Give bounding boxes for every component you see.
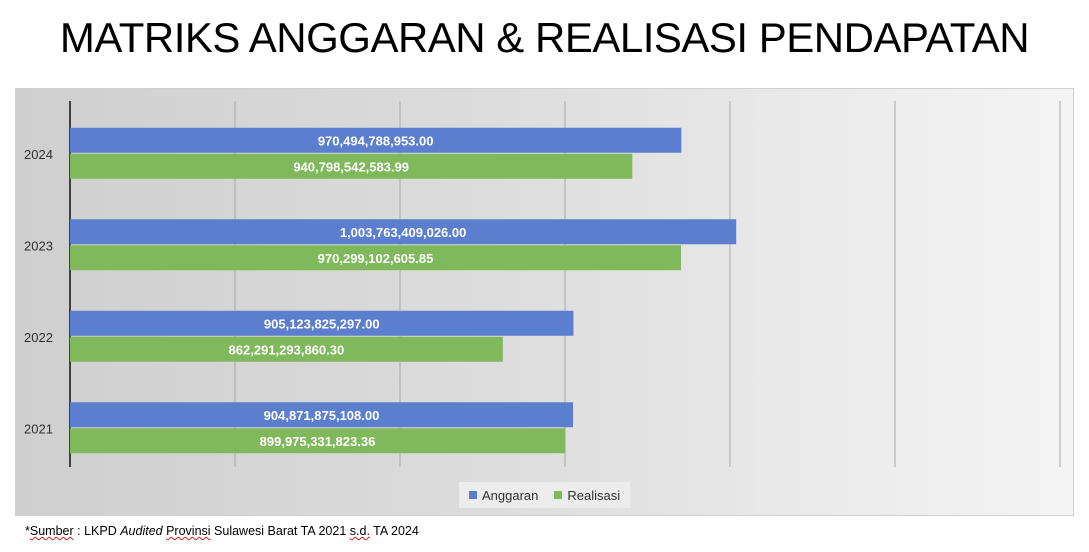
chart-title: MATRIKS ANGGARAN & REALISASI PENDAPATAN xyxy=(59,14,1030,61)
source-italic-audited: Audited xyxy=(120,524,163,538)
legend-item-anggaran: Anggaran xyxy=(469,488,538,503)
data-label-realisasi-2022: 862,291,293,860.30 xyxy=(229,342,345,357)
y-tick-label: 2024 xyxy=(24,147,53,162)
legend-swatch-realisasi xyxy=(554,491,563,499)
source-text-4: TA 2024 xyxy=(369,524,419,538)
source-text-3: Sulawesi Barat TA 2021 xyxy=(210,524,350,538)
data-label-anggaran-2021: 904,871,875,108.00 xyxy=(264,408,380,423)
legend-item-realisasi: Realisasi xyxy=(554,488,620,503)
legend-swatch-anggaran xyxy=(469,491,477,499)
legend: Anggaran Realisasi xyxy=(459,482,631,508)
source-word-sumber: Sumber xyxy=(29,524,74,538)
data-label-anggaran-2023: 1,003,763,409,026.00 xyxy=(340,225,467,240)
source-word-sd: s.d. xyxy=(349,524,370,538)
y-tick-label: 2021 xyxy=(24,421,53,436)
bar-anggaran-2021 xyxy=(70,402,574,428)
source-word-provinsi: Provinsi xyxy=(166,524,211,538)
bar-realisasi-2022 xyxy=(70,336,503,362)
bar-realisasi-2024 xyxy=(70,153,633,179)
chart-area: 2021 904,871,875,108.00 899,975,331,823.36… xyxy=(15,88,1074,516)
bar-anggaran-2024 xyxy=(70,127,682,153)
data-label-realisasi-2021: 899,975,331,823.36 xyxy=(260,434,376,449)
legend-label-anggaran: Anggaran xyxy=(482,487,539,503)
data-label-realisasi-2023: 970,299,102,605.85 xyxy=(318,251,434,266)
source-prefix: * xyxy=(25,524,30,538)
source-note: *Sumber : LKPD Audited Provinsi Sulawesi… xyxy=(25,524,419,538)
data-label-realisasi-2024: 940,798,542,583.99 xyxy=(293,159,409,174)
y-tick-label: 2022 xyxy=(24,330,53,345)
bar-realisasi-2021 xyxy=(70,428,565,454)
data-label-anggaran-2022: 905,123,825,297.00 xyxy=(264,316,380,331)
bar-realisasi-2023 xyxy=(70,245,681,271)
bar-anggaran-2022 xyxy=(70,310,574,336)
y-tick-label: 2023 xyxy=(24,238,53,253)
data-label-anggaran-2024: 970,494,788,953.00 xyxy=(318,133,434,148)
source-text-1: : LKPD xyxy=(73,524,121,538)
legend-label-realisasi: Realisasi xyxy=(567,487,621,503)
bar-chart: 2021 904,871,875,108.00 899,975,331,823.36… xyxy=(24,101,1061,467)
bar-anggaran-2023 xyxy=(70,219,737,245)
